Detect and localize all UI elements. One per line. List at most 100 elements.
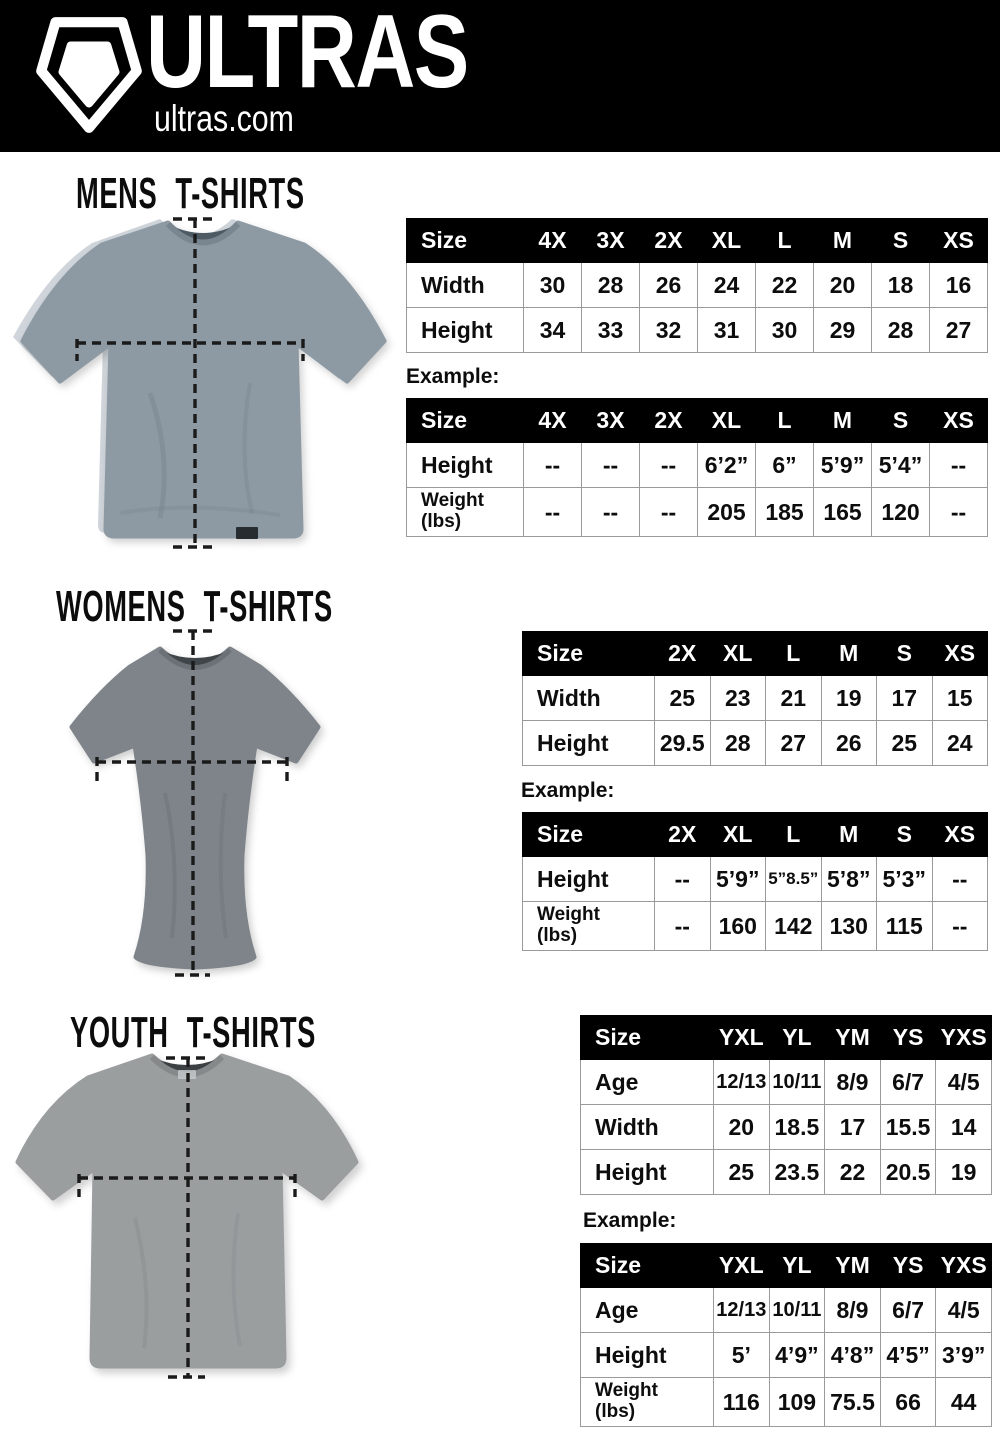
- table-row: Height -- -- -- 6’2” 6” 5’9” 5’4” --: [406, 442, 988, 488]
- womens-size-table: Size 2X XL L M S XS Width 25 23 21 19 17 15 Height 29.5…: [522, 631, 988, 766]
- value-cell: --: [654, 856, 711, 902]
- value-cell: 17: [876, 675, 933, 721]
- value-cell: 25: [713, 1149, 770, 1195]
- value-cell: 12/13: [713, 1059, 770, 1105]
- size-column-header: L: [755, 218, 814, 263]
- youth-size-table: Size YXL YL YM YS YXS Age 12/13 10/11 8/9 6/7 4/5 Wi…: [580, 1015, 992, 1195]
- brand-domain-text: ultras.com: [154, 98, 294, 139]
- table-row: Height 5’ 4’9” 4’8” 4’5” 3’9”: [580, 1332, 992, 1378]
- size-column-header: L: [755, 398, 814, 443]
- table-row: Height 29.5 28 27 26 25 24: [522, 720, 988, 766]
- mens-section-title: MENS T-SHIRTS: [76, 169, 305, 218]
- value-cell: 6’2”: [697, 442, 756, 488]
- mens-example-table: Size 4X 3X 2X XL L M S XS Height -- -- -- 6’2” 6” 5’9” 5…: [406, 398, 988, 537]
- value-cell: 30: [755, 307, 814, 353]
- size-column-header: XS: [929, 218, 988, 263]
- size-column-header: S: [871, 218, 930, 263]
- value-cell: 12/13: [713, 1287, 770, 1333]
- width-measure-line: [75, 339, 305, 361]
- size-column-header: YXL: [713, 1015, 770, 1060]
- table-row: Height 34 33 32 31 30 29 28 27: [406, 307, 988, 353]
- value-cell: 5’: [713, 1332, 770, 1378]
- youth-example-table: Size YXL YL YM YS YXS Age 12/13 10/11 8/9 6/7 4/5 He…: [580, 1243, 992, 1427]
- value-cell: 20: [713, 1104, 770, 1150]
- size-column-header: YL: [768, 1015, 826, 1060]
- value-cell: 115: [876, 901, 933, 951]
- table-header-row: Size YXL YL YM YS YXS: [580, 1243, 992, 1288]
- size-column-header: S: [876, 812, 933, 857]
- row-label: Weight (lbs): [406, 487, 524, 537]
- table-header-row: Size 2X XL L M S XS: [522, 812, 988, 857]
- value-cell: 33: [581, 307, 640, 353]
- value-cell: 4/5: [935, 1059, 992, 1105]
- value-cell: 66: [879, 1377, 937, 1427]
- row-label: Height: [406, 307, 524, 353]
- row-label: Width: [522, 675, 655, 721]
- size-column-header: YL: [768, 1243, 826, 1288]
- size-column-header: YS: [879, 1015, 937, 1060]
- value-cell: 23: [709, 675, 766, 721]
- value-cell: 5’9”: [709, 856, 766, 902]
- value-cell: 22: [824, 1149, 881, 1195]
- table-header-row: Size 4X 3X 2X XL L M S XS: [406, 218, 988, 263]
- size-column-header: YXS: [935, 1243, 992, 1288]
- table-row: Weight (lbs) -- 160 142 130 115 --: [522, 901, 988, 951]
- womens-example-label: Example:: [521, 779, 615, 802]
- value-cell: 5”8.5”: [765, 856, 822, 902]
- size-column-header: S: [871, 398, 930, 443]
- value-cell: 24: [697, 262, 756, 308]
- value-cell: 5’9”: [813, 442, 872, 488]
- value-cell: 14: [935, 1104, 992, 1150]
- table-row: Width 20 18.5 17 15.5 14: [580, 1104, 992, 1150]
- womens-shirt-image: [69, 629, 321, 977]
- value-cell: 21: [765, 675, 822, 721]
- value-cell: 5’4”: [871, 442, 930, 488]
- value-cell: 28: [871, 307, 930, 353]
- youth-shirt-image: [15, 1053, 359, 1379]
- value-cell: 29: [813, 307, 872, 353]
- size-column-header: M: [813, 398, 872, 443]
- value-cell: --: [654, 901, 711, 951]
- size-label-header: Size: [406, 398, 524, 443]
- value-cell: 18: [871, 262, 930, 308]
- shirt-body: [69, 646, 321, 970]
- size-column-header: XL: [709, 631, 766, 676]
- row-label: Height: [406, 442, 524, 488]
- table-header-row: Size 2X XL L M S XS: [522, 631, 988, 676]
- row-label-line: (lbs): [537, 925, 578, 946]
- table-row: Height -- 5’9” 5”8.5” 5’8” 5’3” --: [522, 856, 988, 902]
- value-cell: 17: [824, 1104, 881, 1150]
- value-cell: 15: [931, 675, 988, 721]
- value-cell: 19: [935, 1149, 992, 1195]
- size-label-header: Size: [580, 1243, 714, 1288]
- height-measure-line: [173, 217, 215, 549]
- row-label: Weight (lbs): [522, 901, 655, 951]
- value-cell: 32: [639, 307, 698, 353]
- value-cell: 10/11: [768, 1059, 826, 1105]
- value-cell: 130: [820, 901, 877, 951]
- value-cell: 160: [709, 901, 766, 951]
- size-column-header: 2X: [639, 398, 698, 443]
- value-cell: 20.5: [879, 1149, 937, 1195]
- value-cell: --: [929, 442, 988, 488]
- value-cell: 28: [581, 262, 640, 308]
- value-cell: 185: [755, 487, 814, 537]
- value-cell: 22: [755, 262, 814, 308]
- row-label-line: Weight: [537, 904, 600, 926]
- value-cell: --: [581, 442, 640, 488]
- value-cell: 4’5”: [879, 1332, 937, 1378]
- value-cell: 6/7: [879, 1059, 937, 1105]
- value-cell: 8/9: [824, 1059, 881, 1105]
- ultras-pentagon-logo-icon: [36, 17, 142, 133]
- brand-header: ULTRAS ultras.com: [0, 0, 1000, 152]
- table-row: Width 25 23 21 19 17 15: [522, 675, 988, 721]
- value-cell: 24: [931, 720, 988, 766]
- table-header-row: Size 4X 3X 2X XL L M S XS: [406, 398, 988, 443]
- width-measure-line: [95, 757, 289, 781]
- table-row: Weight (lbs) 116 109 75.5 66 44: [580, 1377, 992, 1427]
- value-cell: --: [523, 442, 582, 488]
- table-row: Width 30 28 26 24 22 20 18 16: [406, 262, 988, 308]
- row-label: Weight (lbs): [580, 1377, 714, 1427]
- value-cell: 5’3”: [876, 856, 933, 902]
- value-cell: 116: [713, 1377, 770, 1427]
